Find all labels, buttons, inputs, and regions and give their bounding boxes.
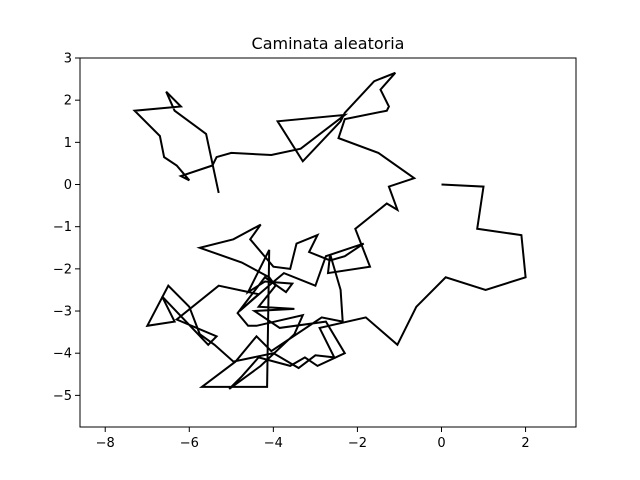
x-tick-label: −6	[180, 436, 199, 451]
series-layer	[132, 71, 527, 390]
x-axis: −8 −6 −4 −2 0 2	[96, 427, 530, 451]
y-tick-label: 2	[64, 94, 72, 109]
x-tick-label: −2	[348, 436, 367, 451]
y-tick-label: 1	[64, 136, 72, 151]
y-tick-label: −5	[53, 389, 72, 404]
y-tick-label: −1	[53, 220, 72, 235]
x-tick-label: 0	[437, 436, 445, 451]
x-tick-label: 2	[521, 436, 529, 451]
y-tick-label: −3	[53, 305, 72, 320]
x-tick-label: −4	[264, 436, 283, 451]
y-tick-label: 3	[64, 52, 72, 67]
y-axis: −5 −4 −3 −2 −1 0 1 2 3	[53, 52, 80, 404]
y-tick-label: −4	[53, 347, 72, 362]
y-tick-label: −2	[53, 262, 72, 277]
x-tick-label: −8	[96, 436, 115, 451]
random-walk-line	[132, 71, 527, 390]
plot-area	[79, 57, 577, 428]
y-tick-label: 0	[64, 178, 72, 193]
chart-title: Caminata aleatoria	[252, 34, 405, 53]
